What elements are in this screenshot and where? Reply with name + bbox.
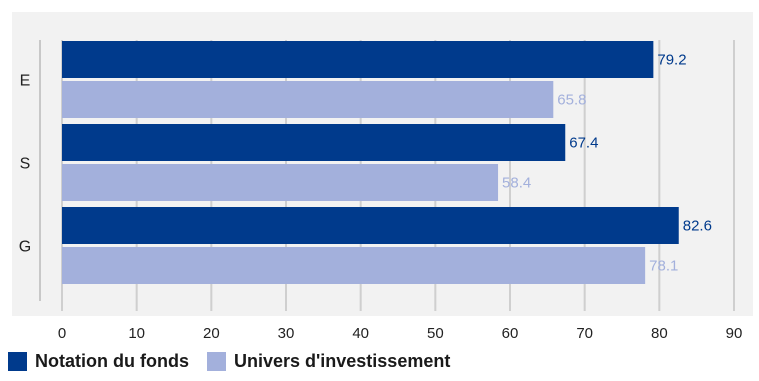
legend: Notation du fonds Univers d'investisseme… (8, 349, 450, 373)
x-tick-label-10: 10 (128, 325, 145, 342)
category-label-E: E (20, 73, 31, 90)
data-label-E-series-0: 79.2 (657, 52, 686, 69)
legend-swatch-universe (206, 351, 226, 371)
bar-S-series-0 (62, 124, 566, 161)
bar-E-series-0 (62, 41, 654, 78)
data-label-E-series-1: 65.8 (557, 92, 586, 109)
data-label-S-series-0: 67.4 (569, 135, 598, 152)
data-label-G-series-0: 82.6 (683, 218, 712, 235)
x-tick-label-0: 0 (58, 325, 66, 342)
bar-G-series-1 (62, 247, 646, 284)
legend-item-fund: Notation du fonds (8, 351, 189, 372)
x-tick-label-90: 90 (726, 325, 743, 342)
x-tick-label-60: 60 (502, 325, 519, 342)
x-tick-label-40: 40 (352, 325, 369, 342)
bar-S-series-1 (62, 164, 499, 201)
category-label-G: G (19, 239, 31, 256)
x-tick-label-70: 70 (576, 325, 593, 342)
data-label-G-series-1: 78.1 (649, 258, 678, 275)
x-tick-label-30: 30 (278, 325, 295, 342)
legend-label-fund: Notation du fonds (35, 350, 189, 371)
x-tick-label-80: 80 (651, 325, 668, 342)
x-tick-label-20: 20 (203, 325, 220, 342)
bar-G-series-0 (62, 207, 679, 244)
legend-item-universe: Univers d'investissement (206, 350, 451, 372)
legend-swatch-fund (8, 351, 27, 371)
data-label-S-series-1: 58.4 (502, 175, 531, 192)
category-label-S: S (20, 156, 31, 173)
bar-E-series-1 (62, 81, 554, 118)
x-tick-label-50: 50 (427, 325, 444, 342)
legend-label-universe: Univers d'investissement (233, 350, 451, 371)
